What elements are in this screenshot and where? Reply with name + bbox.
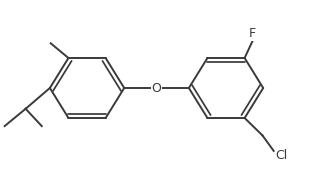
Text: Cl: Cl <box>276 149 288 162</box>
Text: O: O <box>152 81 161 95</box>
Text: F: F <box>249 27 256 40</box>
